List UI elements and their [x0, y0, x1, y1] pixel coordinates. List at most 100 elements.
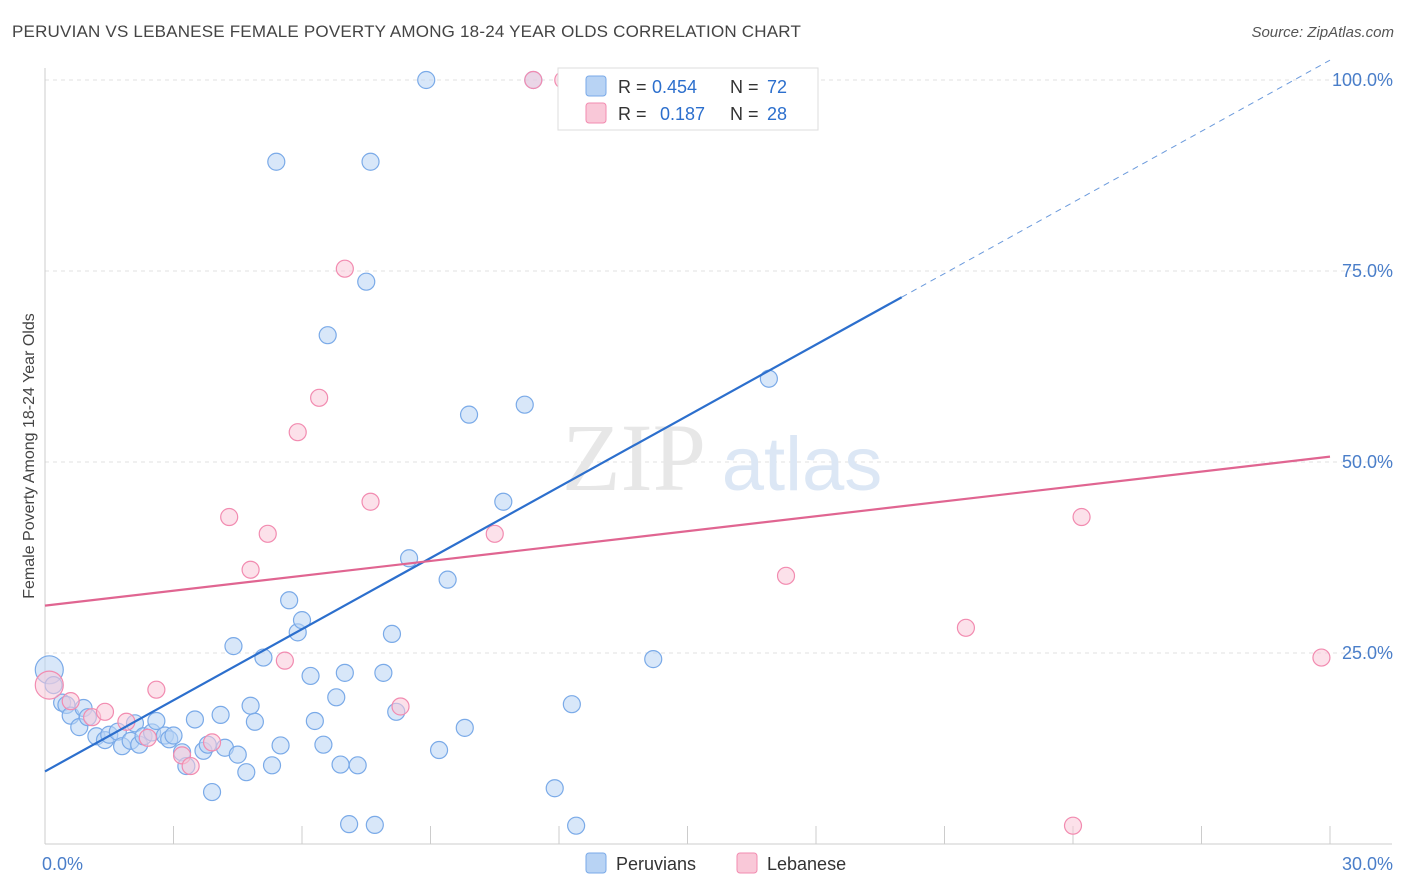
- series-lebanese: [34, 70, 1331, 835]
- point-peruvians: [562, 695, 581, 714]
- stats-r-label-peruvians: R =: [618, 77, 647, 97]
- stats-n-label-peruvians: N =: [730, 77, 759, 97]
- point-peruvians: [545, 779, 564, 798]
- point-peruvians: [301, 666, 320, 686]
- point-peruvians: [335, 663, 354, 682]
- point-lebanese: [147, 680, 166, 699]
- point-lebanese: [61, 692, 80, 711]
- point-peruvians: [211, 705, 230, 724]
- point-peruvians: [305, 711, 324, 731]
- x-tick-label: 0.0%: [42, 854, 83, 874]
- point-peruvians: [185, 710, 205, 729]
- point-peruvians: [327, 688, 346, 707]
- stats-r-label-lebanese: R =: [618, 104, 647, 124]
- watermark-atlas: atlas: [722, 422, 883, 507]
- stats-n-value-lebanese: 28: [767, 104, 787, 124]
- point-peruvians: [348, 756, 367, 775]
- point-lebanese: [241, 560, 260, 579]
- y-tick-label: 100.0%: [1332, 70, 1393, 90]
- point-peruvians: [459, 405, 479, 424]
- source-label: Source: ZipAtlas.com: [1251, 24, 1394, 41]
- stats-n-label-lebanese: N =: [730, 104, 759, 124]
- point-peruvians: [245, 712, 264, 731]
- y-tick-label: 50.0%: [1342, 452, 1393, 472]
- point-lebanese: [220, 507, 239, 527]
- point-lebanese: [1312, 648, 1331, 667]
- x-tick-labels: 0.0% 30.0%: [42, 854, 1393, 874]
- point-lebanese: [138, 728, 157, 747]
- point-lebanese: [335, 259, 354, 278]
- point-peruvians: [271, 736, 290, 755]
- point-peruvians: [267, 152, 286, 171]
- point-peruvians: [314, 735, 333, 754]
- point-lebanese: [34, 670, 64, 700]
- legend-label-lebanese: Lebanese: [767, 854, 846, 874]
- legend-label-peruvians: Peruvians: [616, 854, 696, 874]
- point-lebanese: [391, 697, 410, 716]
- point-peruvians: [429, 740, 449, 760]
- point-peruvians: [228, 745, 247, 764]
- point-peruvians: [644, 650, 663, 669]
- point-lebanese: [1072, 507, 1091, 527]
- point-peruvians: [455, 718, 474, 737]
- point-peruvians: [438, 570, 457, 589]
- point-peruvians: [280, 591, 299, 610]
- chart-title: PERUVIAN VS LEBANESE FEMALE POVERTY AMON…: [12, 22, 802, 41]
- y-axis-label: Female Poverty Among 18-24 Year Olds: [21, 313, 38, 599]
- point-peruvians: [164, 726, 183, 745]
- point-peruvians: [361, 152, 380, 171]
- point-peruvians: [224, 637, 243, 656]
- x-tick-label: 30.0%: [1342, 854, 1393, 874]
- trendline-peruvians-extension: [901, 59, 1331, 298]
- watermark: ZIP atlas: [562, 404, 882, 511]
- point-peruvians: [318, 326, 337, 345]
- point-peruvians: [365, 815, 384, 835]
- y-tick-label: 25.0%: [1342, 643, 1393, 663]
- point-lebanese: [485, 524, 504, 543]
- stats-n-value-peruvians: 72: [767, 77, 787, 97]
- point-lebanese: [956, 618, 976, 637]
- point-lebanese: [524, 70, 543, 90]
- point-lebanese: [258, 524, 277, 543]
- stats-swatch-peruvians: [585, 75, 607, 97]
- point-peruvians: [417, 70, 436, 90]
- point-peruvians: [515, 395, 534, 414]
- series-legend: Peruvians Lebanese: [585, 852, 846, 874]
- stats-r-value-peruvians: 0.454: [652, 77, 697, 97]
- point-lebanese: [275, 651, 294, 670]
- point-peruvians: [567, 816, 586, 835]
- point-peruvians: [357, 272, 376, 291]
- legend-swatch-lebanese: [736, 852, 758, 874]
- axes: [44, 68, 1392, 845]
- point-peruvians: [262, 756, 282, 775]
- watermark-zip: ZIP: [562, 404, 706, 511]
- point-peruvians: [331, 755, 350, 774]
- point-peruvians: [237, 763, 256, 782]
- point-lebanese: [361, 492, 380, 511]
- point-lebanese: [95, 702, 115, 721]
- point-peruvians: [382, 624, 402, 644]
- y-tick-labels: 25.0% 50.0% 75.0% 100.0%: [1332, 70, 1393, 663]
- trendline-lebanese: [44, 455, 1331, 607]
- stats-r-value-lebanese: 0.187: [660, 104, 705, 124]
- point-peruvians: [202, 782, 222, 802]
- point-lebanese: [181, 756, 200, 776]
- point-lebanese: [1063, 816, 1083, 835]
- point-peruvians: [147, 711, 166, 731]
- point-lebanese: [117, 712, 136, 731]
- stats-swatch-lebanese: [585, 102, 607, 124]
- point-peruvians: [241, 696, 260, 715]
- legend-swatch-peruvians: [585, 852, 607, 874]
- point-peruvians: [494, 492, 513, 511]
- point-lebanese: [202, 733, 222, 752]
- trendlines: [44, 59, 1331, 773]
- point-lebanese: [776, 566, 796, 585]
- point-peruvians: [340, 815, 359, 834]
- y-tick-label: 75.0%: [1342, 261, 1393, 281]
- point-lebanese: [288, 423, 307, 442]
- trendline-peruvians: [44, 296, 903, 773]
- point-peruvians: [374, 663, 393, 682]
- point-lebanese: [310, 388, 329, 407]
- stats-legend: R = 0.454 N = 72 R = 0.187 N = 28: [557, 67, 819, 131]
